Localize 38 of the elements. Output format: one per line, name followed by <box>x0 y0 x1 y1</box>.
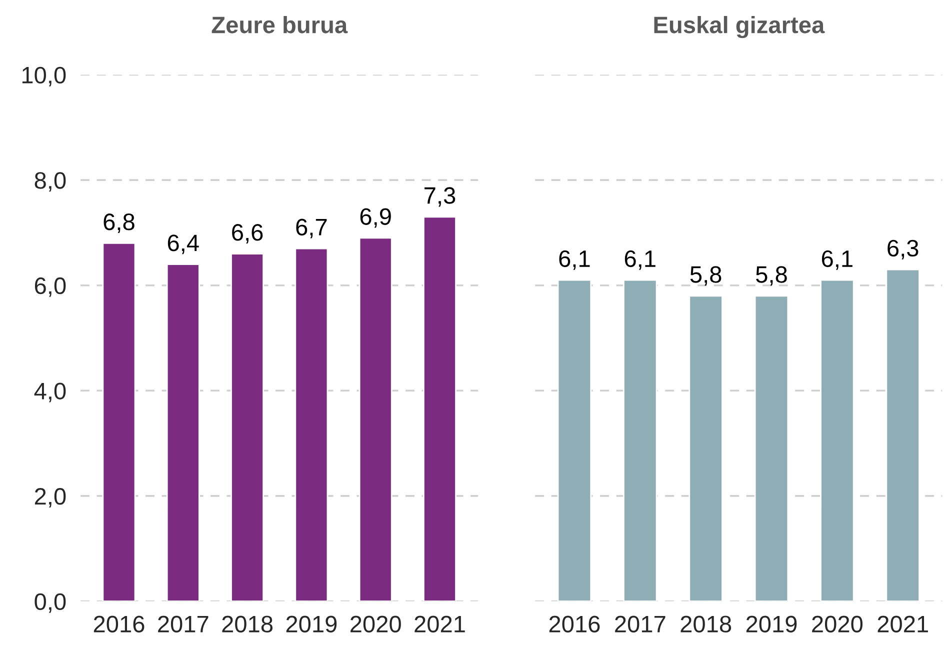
bar <box>358 237 392 602</box>
data-label: 6,7 <box>296 218 327 238</box>
data-label: 6,1 <box>624 250 656 270</box>
data-label: 6,6 <box>232 224 263 244</box>
data-label: 7,3 <box>424 187 456 207</box>
bar <box>102 242 136 602</box>
data-label: 5,8 <box>690 266 722 286</box>
data-label: 6,1 <box>822 250 852 270</box>
chart-title: Zeure burua <box>212 16 348 34</box>
bar <box>294 248 328 602</box>
chart-title: Euskal gizartea <box>654 16 825 38</box>
x-tick-label: 2021 <box>878 616 928 632</box>
bar <box>166 264 200 602</box>
data-label: 5,8 <box>756 266 787 286</box>
x-tick-label: 2016 <box>549 616 600 632</box>
data-label: 6,1 <box>559 250 590 270</box>
x-tick-label: 2018 <box>680 616 732 632</box>
x-tick-label: 2019 <box>746 616 797 632</box>
x-tick-label: 2020 <box>350 616 401 632</box>
data-label: 6,8 <box>104 214 134 234</box>
x-tick-label: 2018 <box>222 616 273 632</box>
y-tick-label: 10,0 <box>22 66 66 86</box>
x-tick-label: 2016 <box>94 616 144 632</box>
data-label: 6,9 <box>360 208 391 228</box>
x-tick-label: 2017 <box>158 616 208 632</box>
y-tick-label: 8,0 <box>34 172 66 192</box>
y-tick-label: 2,0 <box>34 488 66 508</box>
x-tick-label: 2020 <box>812 616 863 632</box>
y-tick-label: 6,0 <box>34 277 66 297</box>
data-label: 6,4 <box>168 234 199 254</box>
x-tick-label: 2019 <box>286 616 337 632</box>
x-tick-label: 2017 <box>615 616 666 632</box>
y-tick-label: 0,0 <box>34 593 66 613</box>
bar <box>230 253 264 602</box>
bar <box>423 216 456 602</box>
x-tick-label: 2021 <box>414 616 465 632</box>
data-label: 6,3 <box>888 240 918 260</box>
y-tick-label: 4,0 <box>34 382 66 402</box>
